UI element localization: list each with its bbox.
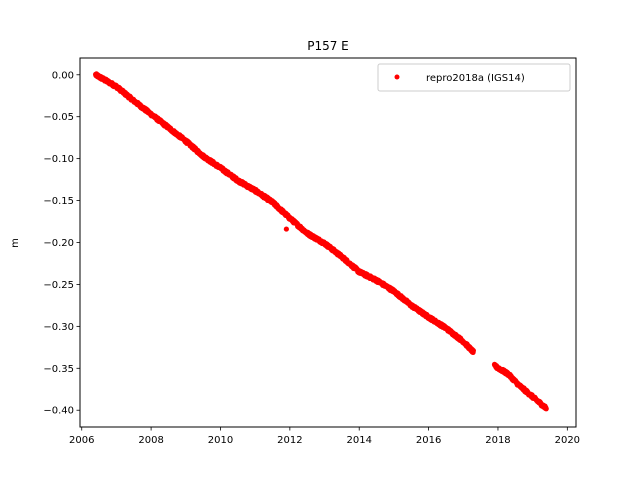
y-tick-label: −0.20 bbox=[43, 238, 74, 249]
x-tick-label: 2016 bbox=[416, 435, 441, 446]
y-tick-label: −0.25 bbox=[43, 280, 74, 291]
y-tick-label: 0.00 bbox=[52, 70, 74, 81]
legend-box bbox=[377, 63, 571, 92]
y-tick-label: −0.05 bbox=[43, 112, 74, 123]
x-axis-ticks: 2006 2008 2010 2012 2014 2016 2018 2020 bbox=[69, 427, 580, 446]
y-tick-label: −0.15 bbox=[43, 196, 74, 207]
legend: repro2018a (IGS14) bbox=[377, 63, 571, 92]
x-tick-label: 2010 bbox=[208, 435, 233, 446]
x-tick-label: 2012 bbox=[277, 435, 302, 446]
x-tick-label: 2008 bbox=[138, 435, 163, 446]
data-points bbox=[93, 71, 549, 412]
plot-area-frame bbox=[79, 57, 577, 428]
y-axis-label: m bbox=[10, 238, 21, 248]
y-axis-ticks: 0.00 −0.05 −0.10 −0.15 −0.20 −0.25 −0.30 −0.35 −… bbox=[43, 70, 80, 417]
x-tick-label: 2014 bbox=[346, 435, 371, 446]
legend-entry-label: repro2018a (IGS14) bbox=[426, 73, 525, 84]
y-tick-label: −0.30 bbox=[43, 322, 74, 333]
x-tick-label: 2020 bbox=[555, 435, 580, 446]
data-point bbox=[470, 348, 476, 354]
x-tick-label: 2006 bbox=[69, 435, 94, 446]
data-point bbox=[543, 406, 549, 412]
outlier-point bbox=[283, 226, 289, 232]
chart-title: P157 E bbox=[307, 39, 349, 53]
x-tick-label: 2018 bbox=[485, 435, 510, 446]
y-tick-label: −0.10 bbox=[43, 154, 74, 165]
legend-marker bbox=[394, 74, 400, 80]
y-tick-label: −0.35 bbox=[43, 364, 74, 375]
y-tick-label: −0.40 bbox=[43, 406, 74, 417]
